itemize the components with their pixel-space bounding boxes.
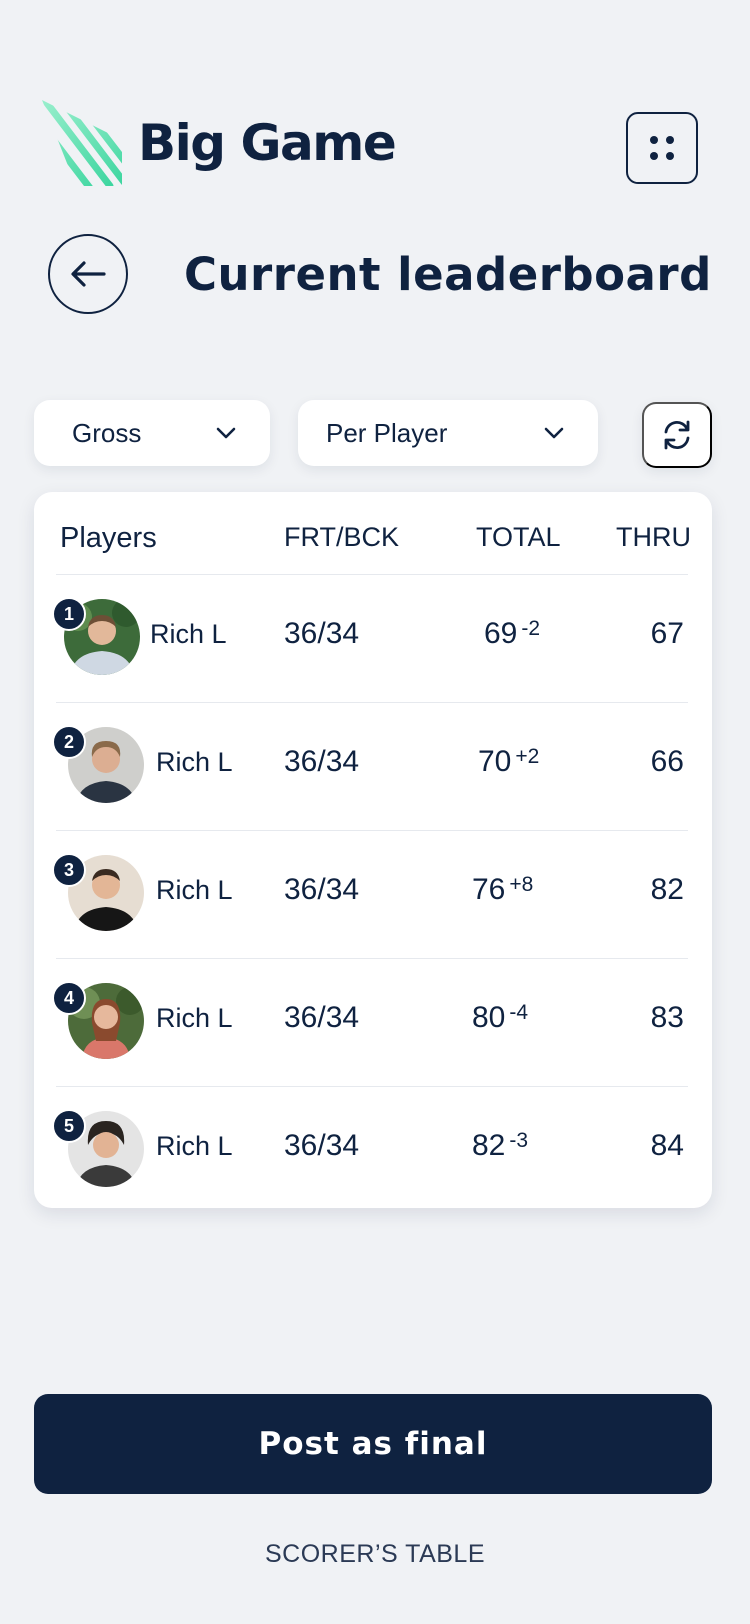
player-name: Rich L — [156, 747, 233, 777]
table-row[interactable]: 3 Rich L 36/34 76 +8 82 — [52, 830, 688, 958]
total-diff: +2 — [515, 745, 540, 768]
total-value: 76 — [472, 873, 506, 906]
player-name: Rich L — [156, 1131, 233, 1161]
refresh-icon — [664, 420, 690, 450]
brand-logo: Big Game — [36, 96, 397, 190]
thru-value: 82 — [650, 873, 684, 906]
player-name: Rich L — [156, 875, 233, 905]
menu-button[interactable] — [626, 112, 698, 184]
arrow-left-icon — [71, 261, 106, 287]
refresh-button[interactable] — [642, 402, 712, 468]
chevron-down-icon — [216, 427, 236, 439]
total-score: 69 -2 — [484, 617, 540, 651]
chevron-down-icon — [544, 427, 564, 439]
total-value: 70 — [478, 745, 512, 778]
rank-badge: 3 — [52, 853, 86, 887]
table-row[interactable]: 1 Rich L 36/34 69 -2 67 — [52, 574, 688, 702]
grid-dots-icon — [650, 136, 674, 160]
total-value: 82 — [472, 1129, 506, 1162]
page-title: Current leaderboard — [184, 248, 712, 301]
frt-bck-score: 36/34 — [284, 617, 360, 650]
frt-bck-score: 36/34 — [284, 745, 360, 778]
grouping-select[interactable]: Per Player — [298, 400, 598, 466]
total-score: 80 -4 — [472, 1001, 528, 1035]
scoring-select[interactable]: Gross — [34, 400, 270, 466]
column-header-players: Players — [60, 522, 157, 554]
total-diff: -4 — [509, 1001, 529, 1024]
table-row[interactable]: 4 Rich L 36/34 80 -4 83 — [52, 958, 688, 1086]
total-value: 80 — [472, 1001, 506, 1034]
column-header-frt-bck: FRT/BCK — [284, 522, 400, 552]
frt-bck-score: 36/34 — [284, 873, 360, 906]
table-row[interactable]: 5 Rich L 36/34 82 -3 84 — [52, 1086, 688, 1214]
player-name: Rich L — [150, 619, 227, 649]
total-diff: -2 — [521, 617, 541, 640]
total-score: 70 +2 — [478, 745, 539, 779]
leaderboard-table: Players FRT/BCK TOTAL THRU 1 Rich L 36/3… — [34, 492, 712, 1208]
scorers-table-link[interactable]: SCORER’S TABLE — [264, 1540, 486, 1568]
frt-bck-score: 36/34 — [284, 1129, 360, 1162]
thru-value: 66 — [650, 745, 684, 778]
grouping-select-value: Per Player — [326, 417, 448, 448]
scoring-select-value: Gross — [72, 417, 142, 448]
rank-badge: 4 — [52, 981, 86, 1015]
total-score: 76 +8 — [472, 873, 533, 907]
logo-stripes-icon — [42, 100, 122, 186]
table-row[interactable]: 2 Rich L 36/34 70 +2 66 — [52, 702, 688, 830]
thru-value: 67 — [650, 617, 684, 650]
frt-bck-score: 36/34 — [284, 1001, 360, 1034]
column-header-total: TOTAL — [476, 522, 561, 552]
back-button[interactable] — [48, 234, 128, 314]
player-name: Rich L — [156, 1003, 233, 1033]
rank-badge: 5 — [52, 1109, 86, 1143]
rank-badge: 1 — [52, 597, 86, 631]
column-header-thru: THRU — [616, 522, 691, 552]
total-diff: -3 — [509, 1129, 529, 1152]
brand-name: Big Game — [138, 114, 397, 172]
post-as-final-button[interactable]: Post as final — [34, 1394, 712, 1494]
total-diff: +8 — [509, 873, 534, 896]
rank-badge: 2 — [52, 725, 86, 759]
total-score: 82 -3 — [472, 1129, 528, 1163]
thru-value: 83 — [650, 1001, 684, 1034]
thru-value: 84 — [650, 1129, 684, 1162]
total-value: 69 — [484, 617, 518, 650]
